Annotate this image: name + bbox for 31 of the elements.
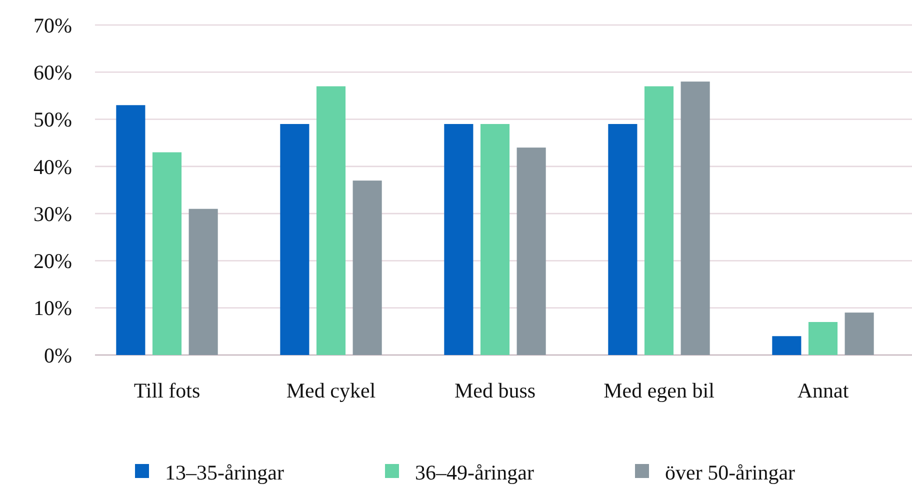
- y-tick-label: 0%: [44, 343, 72, 368]
- x-tick-label: Med buss: [454, 378, 536, 402]
- bar: [480, 124, 510, 355]
- bar: [680, 82, 710, 355]
- bar: [808, 322, 838, 355]
- bar: [608, 124, 638, 355]
- y-tick-label: 70%: [34, 13, 72, 38]
- x-tick-label: Med egen bil: [604, 378, 715, 402]
- legend-label: över 50-åringar: [665, 460, 796, 484]
- x-tick-label: Annat: [797, 378, 849, 402]
- y-tick-label: 60%: [34, 60, 72, 84]
- bar: [352, 180, 382, 355]
- x-tick-label: Till fots: [134, 378, 200, 402]
- legend-label: 36–49-åringar: [415, 460, 534, 484]
- bar: [844, 312, 874, 355]
- legend-label: 13–35-åringar: [165, 460, 284, 484]
- bar: [188, 208, 218, 355]
- y-tick-label: 20%: [34, 249, 72, 274]
- bar: [444, 124, 474, 355]
- y-tick-label: 30%: [34, 202, 72, 226]
- bar: [280, 124, 310, 355]
- bar: [316, 86, 346, 355]
- y-tick-label: 10%: [34, 296, 72, 320]
- bar: [772, 336, 802, 355]
- y-tick-label: 40%: [34, 154, 72, 179]
- bar: [644, 86, 674, 355]
- bar: [116, 105, 146, 355]
- bar: [516, 148, 546, 355]
- bar: [152, 152, 182, 355]
- x-tick-label: Med cykel: [286, 378, 376, 402]
- y-tick-label: 50%: [34, 108, 72, 132]
